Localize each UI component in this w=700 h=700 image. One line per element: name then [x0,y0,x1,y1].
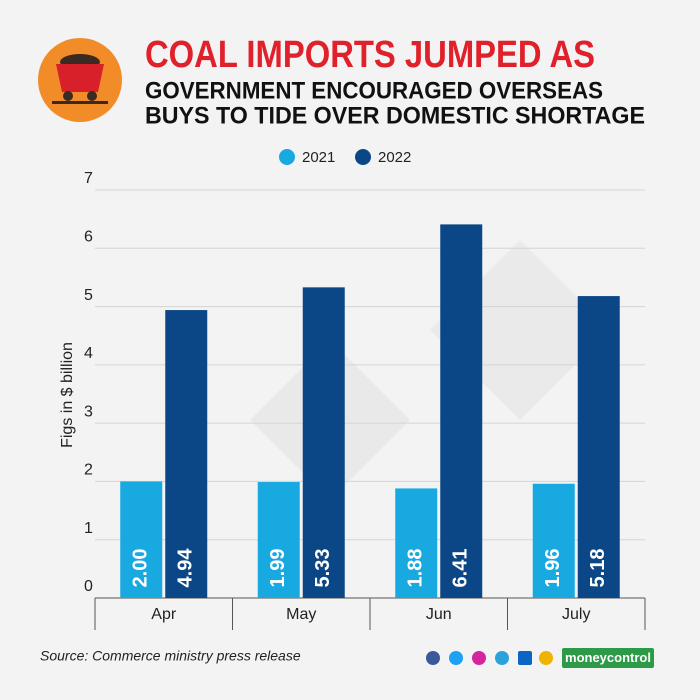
x-tick-label: July [562,606,590,623]
bar [302,287,345,598]
bar [577,296,620,598]
legend-swatch [279,149,295,165]
value-label: 5.33 [312,549,334,588]
legend-label: 2022 [378,149,411,166]
brand: moneycontrol [565,650,651,665]
value-label: 2.00 [130,549,152,588]
value-label: 5.18 [587,549,609,588]
legend-label: 2021 [302,149,335,166]
value-label: 4.94 [175,548,197,588]
legend-swatch [355,149,371,165]
value-label: 1.96 [542,549,564,588]
bar [440,224,483,599]
x-tick-label: Jun [426,606,452,623]
value-label: 1.88 [405,549,427,588]
y-tick-label: 4 [84,345,93,362]
value-label: 6.41 [450,549,472,588]
chart-subtitle: BUYS TO TIDE OVER DOMESTIC SHORTAGE [145,102,645,129]
y-tick-label: 7 [84,170,93,187]
y-tick-label: 6 [84,229,93,246]
y-tick-label: 1 [84,520,93,537]
y-tick-label: 5 [84,287,93,304]
source: Source: Commerce ministry press release [40,648,301,664]
bar [165,310,208,598]
coal-icon [38,38,122,122]
y-tick-label: 2 [84,462,93,479]
brand-box [562,648,654,668]
y-tick-label: 0 [84,578,93,595]
x-tick-label: Apr [151,606,177,623]
bar [395,488,438,598]
bar [532,483,575,598]
bar [120,481,163,598]
y-tick-label: 3 [84,403,93,420]
social-icons [426,651,553,665]
value-label: 1.99 [267,549,289,588]
chart-title: COAL IMPORTS JUMPED AS [145,34,595,76]
bar [257,482,300,598]
y-axis-label: Figs in $ billion [59,342,76,448]
chart-subtitle: GOVERNMENT ENCOURAGED OVERSEAS [145,77,603,104]
x-tick-label: May [286,606,316,623]
